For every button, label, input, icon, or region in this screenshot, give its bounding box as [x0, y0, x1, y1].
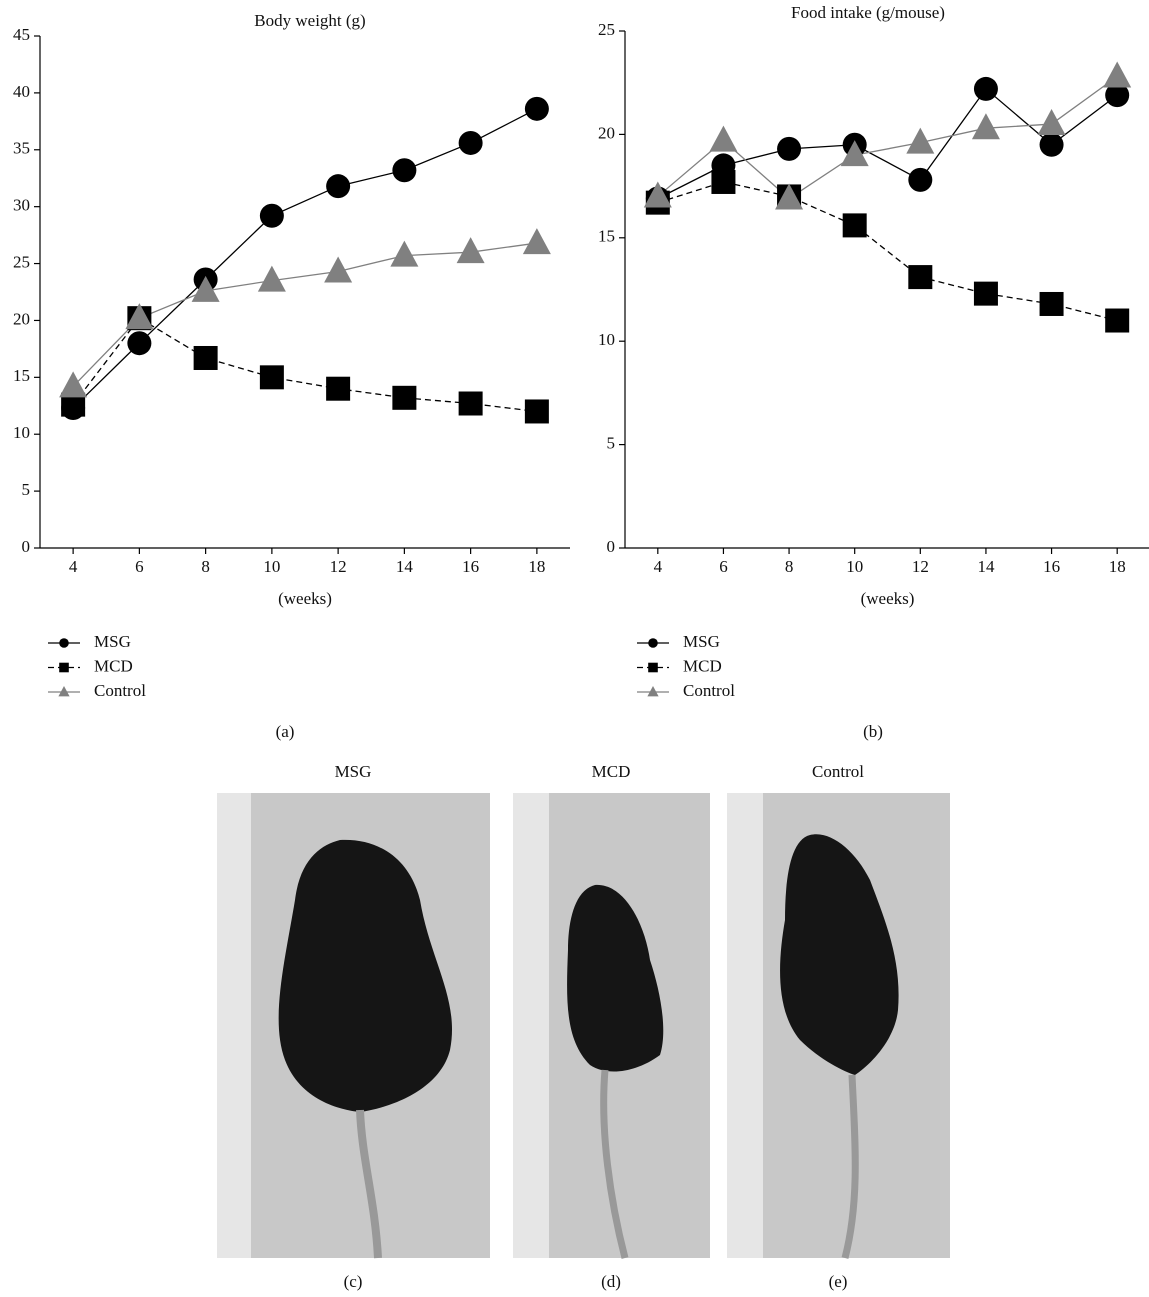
marker	[908, 167, 933, 192]
marker	[648, 638, 658, 648]
legend-label: MSG	[683, 632, 720, 651]
marker	[1037, 109, 1066, 136]
photo-title: MCD	[592, 762, 631, 781]
x-tick-label: 8	[201, 557, 210, 576]
y-tick-label: 20	[13, 309, 30, 328]
marker	[125, 303, 154, 330]
y-tick-label: 15	[13, 366, 30, 385]
legend-label: Control	[683, 681, 735, 700]
marker	[648, 662, 658, 673]
y-tick-label: 35	[13, 139, 30, 158]
marker	[1103, 61, 1132, 88]
marker	[324, 256, 353, 283]
x-tick-label: 16	[1043, 557, 1060, 576]
marker	[775, 183, 804, 210]
photo-label: (e)	[829, 1272, 848, 1291]
y-tick-label: 0	[22, 537, 31, 556]
x-tick-label: 10	[846, 557, 863, 576]
marker	[59, 638, 69, 648]
y-tick-label: 25	[13, 252, 30, 271]
x-tick-label: 6	[135, 557, 144, 576]
marker	[524, 96, 549, 121]
marker	[259, 203, 284, 228]
marker	[709, 125, 738, 152]
photo	[217, 793, 490, 1259]
x-tick-label: 16	[462, 557, 479, 576]
marker	[842, 213, 867, 238]
marker	[1039, 291, 1064, 316]
marker	[906, 127, 935, 154]
x-tick-label: 18	[528, 557, 545, 576]
y-tick-label: 25	[598, 20, 615, 39]
marker	[392, 385, 417, 410]
y-tick-label: 40	[13, 82, 30, 101]
marker	[777, 136, 802, 161]
y-tick-label: 30	[13, 196, 30, 215]
x-tick-label: 4	[69, 557, 78, 576]
y-tick-label: 10	[13, 423, 30, 442]
legend-label: MCD	[94, 656, 133, 675]
y-tick-label: 20	[598, 123, 615, 142]
x-tick-label: 12	[912, 557, 929, 576]
marker	[973, 76, 998, 101]
photo	[727, 793, 950, 1259]
panel-label: (a)	[276, 722, 295, 741]
marker	[971, 113, 1000, 140]
marker	[127, 331, 152, 356]
marker	[59, 371, 88, 398]
marker	[458, 130, 483, 155]
x-tick-label: 18	[1109, 557, 1126, 576]
marker	[390, 240, 419, 267]
marker	[1105, 308, 1130, 333]
x-tick-label: 14	[396, 557, 414, 576]
x-tick-label: 8	[785, 557, 794, 576]
y-tick-label: 5	[607, 434, 616, 453]
x-tick-label: 4	[654, 557, 663, 576]
marker	[711, 169, 736, 194]
photo-title: Control	[812, 762, 864, 781]
x-axis-label: (weeks)	[861, 589, 915, 608]
x-tick-label: 14	[977, 557, 995, 576]
marker	[973, 281, 998, 306]
marker	[392, 158, 417, 183]
x-tick-label: 12	[330, 557, 347, 576]
y-tick-label: 10	[598, 330, 615, 349]
marker	[1105, 83, 1130, 108]
photo-label: (d)	[601, 1272, 621, 1291]
x-axis-label: (weeks)	[278, 589, 332, 608]
marker	[456, 237, 485, 264]
legend-label: Control	[94, 681, 146, 700]
marker	[191, 275, 220, 302]
marker	[522, 228, 551, 255]
legend-label: MCD	[683, 656, 722, 675]
x-tick-label: 6	[719, 557, 728, 576]
marker	[647, 686, 659, 697]
chart-title: Body weight (g)	[254, 11, 365, 30]
marker	[193, 345, 218, 370]
y-tick-label: 0	[607, 537, 616, 556]
marker	[643, 181, 672, 208]
marker	[524, 399, 549, 424]
y-tick-label: 45	[13, 25, 30, 44]
y-tick-label: 15	[598, 227, 615, 246]
chart-title: Food intake (g/mouse)	[791, 3, 945, 22]
marker	[326, 174, 351, 199]
marker	[326, 376, 351, 401]
marker	[458, 391, 483, 416]
marker	[908, 265, 933, 290]
marker	[257, 265, 286, 292]
y-tick-label: 5	[22, 480, 31, 499]
marker	[58, 686, 70, 697]
marker	[259, 365, 284, 390]
legend-label: MSG	[94, 632, 131, 651]
marker	[1039, 132, 1064, 157]
photo	[513, 793, 710, 1259]
photo-title: MSG	[335, 762, 372, 781]
panel-label: (b)	[863, 722, 883, 741]
x-tick-label: 10	[263, 557, 280, 576]
marker	[59, 662, 69, 673]
photo-label: (c)	[344, 1272, 363, 1291]
marker	[840, 140, 869, 167]
